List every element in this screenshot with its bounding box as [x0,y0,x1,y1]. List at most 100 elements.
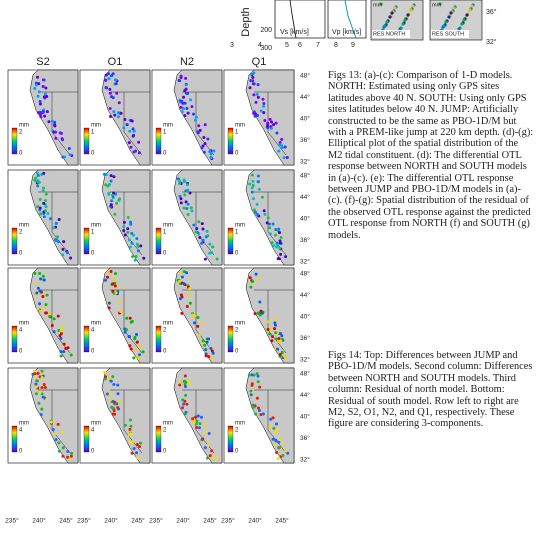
colorbar-unit: mm [19,321,29,327]
site-dot [131,255,134,258]
colorbar [12,128,17,154]
site-dot [37,111,40,114]
x-tick: 3 [230,42,234,49]
site-dot [36,307,39,310]
site-dot [187,213,190,216]
site-dot [61,137,64,140]
site-dot [200,146,203,149]
site-dot [276,244,279,247]
site-dot [198,426,201,429]
colorbar-unit: mm [91,321,101,327]
site-dot [115,202,118,205]
site-dot [178,79,181,82]
site-dot [69,153,72,156]
site-dot [189,302,192,305]
colorbar-unit: mm [163,321,173,327]
res-dot [441,25,444,28]
site-dot [263,119,266,122]
site-dot [54,131,57,134]
site-dot [252,93,255,96]
site-dot [117,115,120,118]
site-dot [63,343,66,346]
site-dot [113,401,116,404]
site-dot [142,257,145,260]
site-dot [68,147,71,150]
lat-label: 48° [300,370,310,378]
site-dot [252,197,255,200]
site-dot [125,328,128,331]
site-dot [70,452,73,455]
site-dot [130,146,133,149]
site-dot [59,350,62,353]
site-dot [207,444,210,447]
site-dot [139,344,142,347]
site-dot [196,420,199,423]
site-dot [44,209,47,212]
site-dot [252,82,255,85]
site-dot [206,457,209,460]
site-dot [249,286,252,289]
site-dot [210,251,213,254]
site-dot [103,173,106,176]
site-dot [203,151,206,154]
site-dot [185,83,188,86]
res-dot [409,8,412,11]
site-dot [135,237,138,240]
site-dot [273,443,276,446]
site-dot [57,441,60,444]
site-dot [203,344,206,347]
site-dot [268,425,271,428]
lon-label: 235° [221,517,235,525]
site-dot [216,257,219,260]
site-dot [39,198,42,201]
site-dot [57,423,60,426]
site-dot [276,428,279,431]
res-dot [401,22,404,25]
site-dot [198,236,201,239]
site-dot [249,276,252,279]
site-dot [256,397,259,400]
site-dot [37,95,40,98]
site-dot [44,86,47,89]
site-dot [105,74,108,77]
site-dot [277,228,280,231]
site-dot [261,196,264,199]
site-dot [188,287,191,290]
site-dot [118,401,121,404]
lat-label: 40° [300,413,310,421]
site-dot [48,315,51,318]
vp-label: Vp [km/s] [332,29,361,36]
site-dot [44,311,47,314]
map-panel: mm40 [8,368,78,463]
site-dot [286,452,289,455]
site-dot [61,455,64,458]
site-dot [138,353,141,356]
site-dot [53,432,56,435]
site-dot [274,233,277,236]
site-dot [283,156,286,159]
x-tick: 8 [334,42,338,49]
site-dot [272,427,275,430]
lon-label: 245° [275,517,289,525]
site-dot [185,271,188,274]
site-dot [281,146,284,149]
site-dot [208,432,211,435]
site-dot [210,449,213,452]
site-dot [184,385,187,388]
site-dot [191,314,194,317]
colorbar [156,228,161,254]
site-dot [118,101,121,104]
site-dot [123,221,126,224]
site-dot [42,186,45,189]
site-dot [108,306,111,309]
colorbar [12,326,17,352]
site-dot [136,341,139,344]
x-tick: 7 [316,42,320,49]
depth-tick: 200 [260,27,272,34]
site-dot [187,380,190,383]
site-dot [270,120,273,123]
site-dot [137,245,140,248]
colorbar-unit: mm [163,421,173,427]
site-dot [190,105,193,108]
res-dot [447,15,450,18]
